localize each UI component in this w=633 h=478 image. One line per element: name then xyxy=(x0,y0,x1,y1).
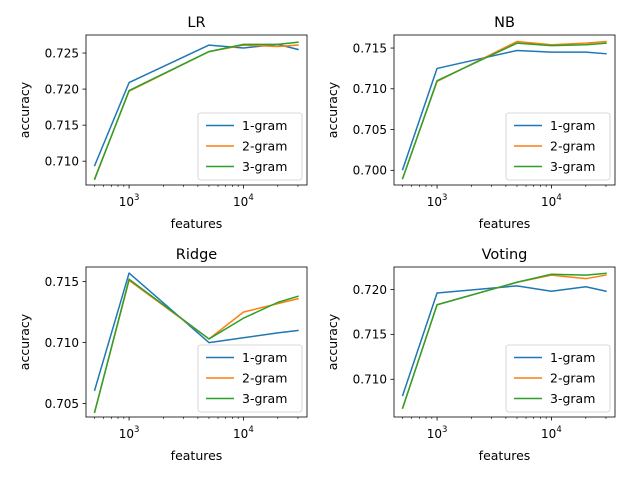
legend-label: 2-gram xyxy=(242,139,287,154)
series-line-3-gram xyxy=(401,42,607,180)
subplot-title: LR xyxy=(187,15,205,31)
axes-frame xyxy=(393,34,616,186)
y-tick-label: 0.715 xyxy=(353,41,387,55)
legend-label: 3-gram xyxy=(550,159,595,174)
y-tick-label: 0.715 xyxy=(45,118,79,132)
y-axis-label: accuracy xyxy=(17,313,32,370)
series-line-3-gram xyxy=(93,278,299,414)
series-lines xyxy=(93,41,299,181)
y-tick-label: 0.710 xyxy=(45,336,79,350)
y-axis-label: accuracy xyxy=(17,81,32,138)
x-tick-label: 104 xyxy=(233,193,254,209)
y-tick-label: 0.715 xyxy=(45,275,79,289)
x-axis-label: features xyxy=(479,216,531,231)
series-lines xyxy=(93,272,299,414)
y-axis-label: accuracy xyxy=(325,313,340,370)
legend: 1-gram 2-gram 3-gram xyxy=(505,344,611,413)
y-tick-label: 0.700 xyxy=(353,164,387,178)
x-tick-label: 103 xyxy=(119,425,140,441)
legend-label: 2-gram xyxy=(550,371,595,386)
x-tick-label: 103 xyxy=(427,193,448,209)
y-tick-label: 0.705 xyxy=(353,123,387,137)
subplot-voting: 103 104 0.710 0.715 0.720 Voting features accur… xyxy=(325,247,616,463)
x-tick-label: 103 xyxy=(119,193,140,209)
y-tick-label: 0.720 xyxy=(45,82,79,96)
legend: 1-gram 2-gram 3-gram xyxy=(197,112,303,181)
axes-frame xyxy=(393,266,616,418)
x-tick-label: 104 xyxy=(541,425,562,441)
x-axis-label: features xyxy=(479,448,531,463)
legend-label: 3-gram xyxy=(550,391,595,406)
legend-label: 3-gram xyxy=(242,391,287,406)
subplot-ridge: 103 104 0.705 0.710 0.715 Ridge features accura… xyxy=(17,247,308,463)
y-tick-label: 0.710 xyxy=(45,155,79,169)
series-line-1-gram xyxy=(93,43,299,167)
legend-label: 1-gram xyxy=(242,350,287,365)
y-tick-label: 0.715 xyxy=(353,328,387,342)
subplot-title: Voting xyxy=(482,247,528,263)
series-lines xyxy=(401,272,607,409)
y-tick-label: 0.710 xyxy=(353,82,387,96)
y-axis-label: accuracy xyxy=(325,81,340,138)
series-line-3-gram xyxy=(401,272,607,409)
legend: 1-gram 2-gram 3-gram xyxy=(197,344,303,413)
axes-frame xyxy=(85,34,308,186)
legend-box xyxy=(197,344,303,413)
subplot-lr: 103 104 0.710 0.715 0.720 0.725 LR features accu… xyxy=(17,15,308,231)
y-tick-label: 0.705 xyxy=(45,397,79,411)
legend-box xyxy=(197,112,303,181)
x-tick-label: 103 xyxy=(427,425,448,441)
legend-box xyxy=(505,344,611,413)
x-tick-label: 104 xyxy=(541,193,562,209)
legend-label: 2-gram xyxy=(242,371,287,386)
legend-label: 1-gram xyxy=(550,350,595,365)
legend-box xyxy=(505,112,611,181)
subplot-title: Ridge xyxy=(176,247,218,263)
y-tick-label: 0.725 xyxy=(45,46,79,60)
x-axis-label: features xyxy=(171,448,223,463)
subplot-title: NB xyxy=(494,15,515,31)
legend-label: 1-gram xyxy=(242,118,287,133)
x-axis-label: features xyxy=(171,216,223,231)
legend: 1-gram 2-gram 3-gram xyxy=(505,112,611,181)
axes-frame xyxy=(85,266,308,418)
x-tick-label: 104 xyxy=(233,425,254,441)
y-tick-label: 0.710 xyxy=(353,373,387,387)
subplot-nb: 103 104 0.700 0.705 0.710 0.715 NB features accu… xyxy=(325,15,616,231)
y-tick-label: 0.720 xyxy=(353,283,387,297)
legend-label: 1-gram xyxy=(550,118,595,133)
series-line-1-gram xyxy=(401,285,607,397)
series-line-1-gram xyxy=(401,49,607,171)
series-lines xyxy=(401,40,607,180)
legend-label: 3-gram xyxy=(242,159,287,174)
series-line-1-gram xyxy=(93,272,299,392)
series-line-3-gram xyxy=(93,41,299,181)
legend-label: 2-gram xyxy=(550,139,595,154)
